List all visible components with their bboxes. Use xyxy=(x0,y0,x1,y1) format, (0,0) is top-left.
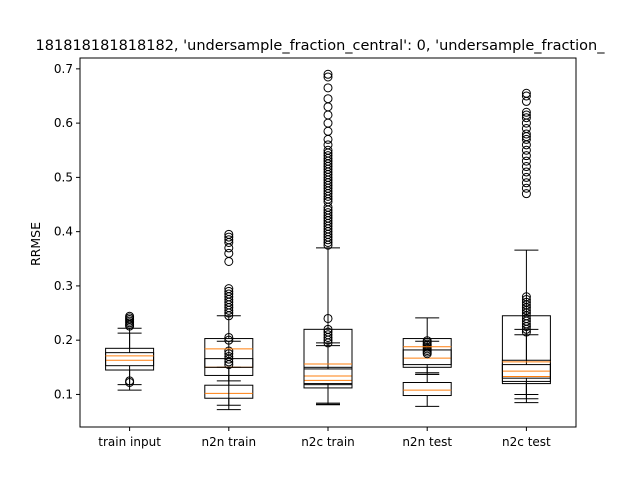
outlier-point xyxy=(323,145,333,155)
y-tick-label: 0.1 xyxy=(54,387,73,401)
outlier-point xyxy=(323,330,333,340)
x-tick-label: n2n test xyxy=(402,435,452,449)
outlier-point xyxy=(224,284,234,294)
outlier-point xyxy=(323,72,333,82)
outlier-point xyxy=(521,162,531,172)
outlier-point xyxy=(323,83,333,93)
box-group xyxy=(105,311,155,391)
outlier-point xyxy=(323,151,333,161)
outlier-point xyxy=(521,134,531,144)
x-tick-label: n2c test xyxy=(502,435,551,449)
plot-area xyxy=(105,69,551,411)
outlier-point xyxy=(323,69,333,79)
iqr-box xyxy=(204,338,254,368)
outlier-point xyxy=(323,140,333,150)
outlier-point xyxy=(224,232,234,242)
outlier-point xyxy=(521,294,531,304)
outlier-point xyxy=(521,124,531,134)
outlier-point xyxy=(224,248,234,258)
y-tick-label: 0.7 xyxy=(54,62,73,76)
outlier-point xyxy=(521,129,531,139)
x-tick-label: n2n train xyxy=(202,435,257,449)
y-tick-label: 0.6 xyxy=(54,116,73,130)
outlier-point xyxy=(521,189,531,199)
outlier-point xyxy=(125,311,135,321)
iqr-box xyxy=(303,328,353,385)
x-axis: train input n2n train n2c train n2n test n2c… xyxy=(98,427,551,449)
outlier-point xyxy=(521,107,531,117)
outlier-point xyxy=(521,167,531,177)
box-group xyxy=(402,317,452,407)
box-group xyxy=(303,69,353,406)
outlier-point xyxy=(521,183,531,193)
outlier-point xyxy=(521,172,531,182)
outlier-point xyxy=(224,289,234,299)
iqr-box xyxy=(402,338,452,366)
outlier-point xyxy=(224,229,234,239)
y-tick-label: 0.4 xyxy=(54,225,73,239)
outlier-point xyxy=(521,88,531,98)
x-tick-label: train input xyxy=(98,435,161,449)
outlier-point xyxy=(323,94,333,104)
outlier-point xyxy=(521,113,531,123)
outlier-point xyxy=(521,292,531,302)
outlier-point xyxy=(521,151,531,161)
y-tick-label: 0.2 xyxy=(54,333,73,347)
outlier-point xyxy=(521,145,531,155)
iqr-box xyxy=(402,382,452,397)
iqr-box xyxy=(501,315,551,379)
outlier-point xyxy=(521,178,531,188)
y-axis: 0.1 0.2 0.3 0.4 0.5 0.6 0.7 xyxy=(54,62,80,401)
outlier-point xyxy=(224,235,234,245)
outlier-point xyxy=(224,286,234,296)
outlier-point xyxy=(521,156,531,166)
outlier-point xyxy=(521,110,531,120)
y-tick-label: 0.3 xyxy=(54,279,73,293)
y-axis-label: RRMSE xyxy=(28,222,43,266)
outlier-point xyxy=(521,91,531,101)
chart-title: 181818181818182, 'undersample_fraction_c… xyxy=(36,38,606,54)
axes-frame xyxy=(79,57,577,428)
outlier-point xyxy=(323,208,333,218)
x-tick-label: n2c train xyxy=(301,435,355,449)
box-group xyxy=(204,229,254,411)
iqr-box xyxy=(105,352,155,367)
outlier-point xyxy=(521,297,531,307)
y-tick-label: 0.5 xyxy=(54,170,73,184)
box-group xyxy=(501,88,551,404)
